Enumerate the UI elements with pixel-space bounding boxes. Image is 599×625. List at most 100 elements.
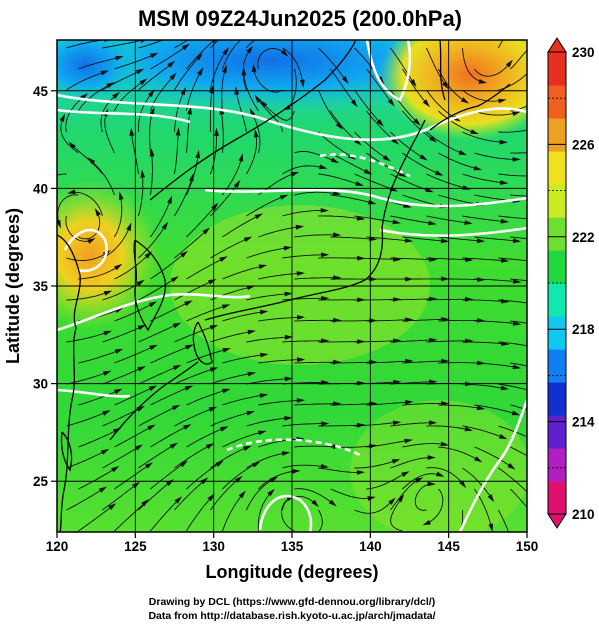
- streamline: [282, 464, 325, 469]
- streamline: [221, 111, 224, 154]
- streamline: [150, 200, 171, 238]
- streamline: [497, 40, 504, 49]
- streamline: [262, 103, 295, 121]
- streamline: [102, 227, 131, 259]
- streamline-arrow: [320, 208, 329, 213]
- streamline: [222, 157, 243, 196]
- streamline: [78, 350, 119, 364]
- streamline-arrow: [500, 385, 510, 391]
- streamline: [282, 165, 323, 175]
- streamline-arrow: [241, 67, 247, 76]
- streamline: [78, 56, 119, 70]
- contour-line: [319, 153, 411, 178]
- streamline-arrow: [357, 297, 366, 303]
- streamline-arrow: [134, 444, 144, 451]
- streamline-arrow: [333, 275, 342, 281]
- streamline-arrow: [222, 388, 231, 394]
- streamline: [78, 505, 113, 532]
- streamline: [294, 234, 337, 238]
- streamline-arrow: [259, 393, 269, 398]
- streamline: [318, 47, 346, 81]
- streamline: [222, 394, 264, 406]
- streamline-arrow: [220, 426, 229, 432]
- streamline-arrow: [195, 52, 203, 61]
- streamline: [510, 446, 527, 457]
- streamline: [66, 488, 104, 511]
- colorbar-segment: [548, 151, 566, 185]
- streamline-arrow: [169, 72, 177, 81]
- streamline-arrow: [357, 255, 366, 261]
- streamline-arrow: [319, 164, 328, 170]
- contour-line: [57, 93, 527, 142]
- streamline-arrow: [184, 385, 194, 391]
- streamline: [246, 336, 289, 343]
- streamline-arrow: [369, 359, 378, 365]
- streamline-arrow: [292, 469, 301, 474]
- x-tick-label: 150: [516, 539, 539, 554]
- streamline-arrow: [281, 451, 291, 456]
- streamlines: [57, 40, 527, 532]
- streamline-arrow: [429, 257, 438, 262]
- streamline-arrow: [57, 219, 61, 229]
- streamline-arrow: [335, 122, 343, 130]
- streamline-arrow: [103, 290, 113, 296]
- streamline: [390, 498, 403, 532]
- streamline-arrow: [530, 65, 538, 72]
- streamline: [474, 446, 512, 468]
- streamline-arrow: [137, 324, 147, 331]
- streamline: [426, 89, 457, 120]
- streamline: [66, 331, 108, 343]
- streamline-arrow: [401, 471, 410, 478]
- streamline-arrow: [428, 220, 437, 226]
- streamline-arrow: [535, 35, 543, 42]
- streamline: [246, 417, 288, 427]
- streamline: [438, 236, 481, 242]
- streamline: [210, 40, 220, 49]
- streamline: [114, 303, 153, 322]
- streamline-arrow: [440, 238, 450, 244]
- streamline: [78, 266, 119, 280]
- streamline: [186, 206, 216, 238]
- streamline-arrow: [242, 33, 250, 40]
- streamline: [251, 112, 261, 154]
- streamline: [318, 424, 361, 427]
- streamline-arrow: [280, 33, 289, 38]
- colorbar-tick-label: 230: [572, 45, 595, 60]
- streamline: [330, 488, 371, 499]
- streamline-arrow: [519, 568, 524, 577]
- streamline-arrow: [149, 106, 155, 116]
- streamline-arrow: [464, 426, 473, 432]
- streamline-arrow: [258, 264, 268, 270]
- streamline: [100, 94, 117, 133]
- streamline-arrow: [419, 154, 428, 161]
- streamline-arrow: [115, 55, 124, 61]
- streamline-arrow: [290, 172, 300, 177]
- streamline: [390, 479, 420, 511]
- streamline: [174, 40, 189, 49]
- colorbar-segment: [548, 316, 566, 350]
- colorbar-segment: [548, 349, 566, 383]
- streamline-arrow: [369, 401, 378, 407]
- x-tick-label: 135: [281, 539, 304, 554]
- colorbar-segment: [548, 184, 566, 218]
- streamline: [114, 426, 152, 448]
- colorbar-segment: [548, 118, 566, 152]
- streamline-arrow: [499, 139, 508, 145]
- streamline-arrow: [284, 376, 294, 382]
- colorbar-top-triangle: [547, 37, 567, 53]
- streamline: [258, 438, 300, 448]
- streamline-arrow: [498, 434, 508, 440]
- streamline-arrow: [195, 149, 201, 159]
- streamline: [246, 196, 284, 217]
- streamline-arrow: [388, 497, 396, 505]
- streamline: [426, 467, 464, 485]
- streamline: [438, 404, 481, 409]
- streamline: [426, 257, 469, 261]
- streamline: [426, 173, 467, 189]
- streamline-arrow: [505, 59, 513, 68]
- streamline-arrow: [512, 238, 522, 243]
- streamline-arrow: [208, 406, 218, 412]
- streamline: [294, 488, 333, 504]
- streamline: [438, 152, 478, 170]
